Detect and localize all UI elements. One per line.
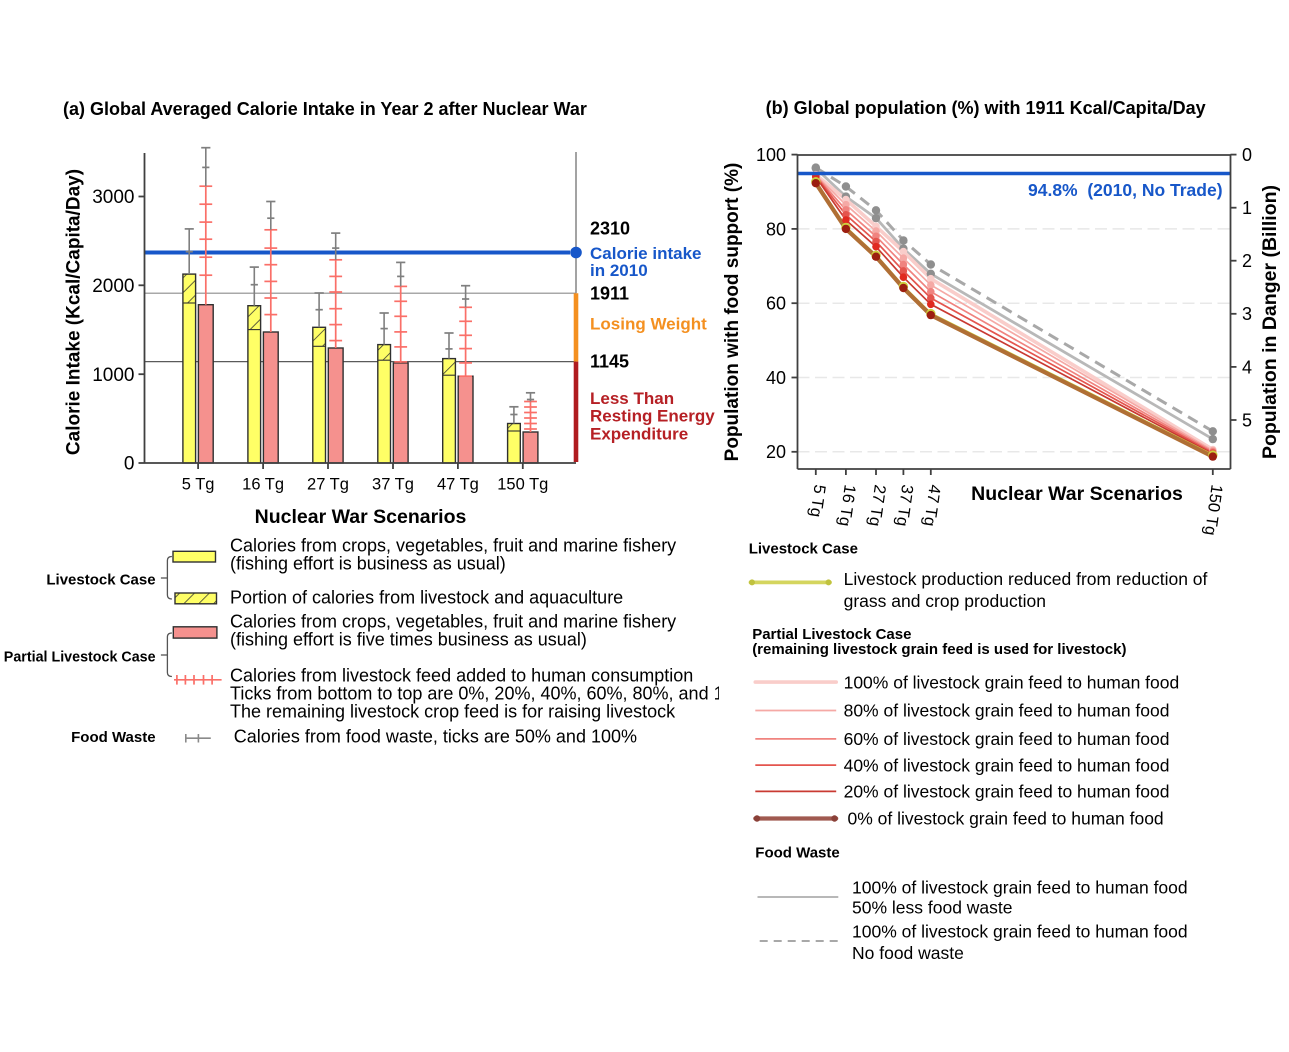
svg-text:(fishing effort is five times: (fishing effort is five times business a… — [230, 630, 587, 650]
svg-text:20% of livestock grain feed to: 20% of livestock grain feed to human foo… — [844, 782, 1170, 802]
svg-text:No food waste: No food waste — [852, 943, 964, 963]
svg-text:(b) Global population (%) with: (b) Global population (%) with 1911 Kcal… — [766, 98, 1206, 118]
svg-text:3: 3 — [1242, 304, 1252, 324]
svg-text:Calories from crops, vegetable: Calories from crops, vegetables, fruit a… — [230, 612, 676, 632]
svg-text:3000: 3000 — [92, 187, 134, 208]
svg-text:Calorie Intake (Kcal/Capita/Da: Calorie Intake (Kcal/Capita/Day) — [64, 169, 85, 455]
svg-text:40% of livestock grain feed to: 40% of livestock grain feed to human foo… — [844, 755, 1170, 775]
svg-text:Population in Danger (Billion): Population in Danger (Billion) — [1259, 185, 1281, 459]
svg-text:37 Tg: 37 Tg — [372, 476, 414, 494]
svg-text:2: 2 — [1242, 251, 1252, 271]
svg-text:Less Than: Less Than — [590, 389, 674, 408]
svg-text:100% of livestock grain feed t: 100% of livestock grain feed to human fo… — [852, 878, 1188, 898]
svg-text:80% of livestock grain feed to: 80% of livestock grain feed to human foo… — [844, 701, 1170, 721]
svg-text:47 Tg: 47 Tg — [437, 476, 479, 494]
svg-text:Nuclear War Scenarios: Nuclear War Scenarios — [971, 483, 1183, 505]
svg-text:20: 20 — [766, 442, 786, 462]
svg-text:0% of livestock grain feed to: 0% of livestock grain feed to human food — [848, 809, 1164, 829]
svg-text:0: 0 — [124, 454, 135, 475]
svg-text:16 Tg: 16 Tg — [242, 476, 284, 494]
svg-text:5 Tg: 5 Tg — [182, 476, 215, 494]
svg-text:in 2010: in 2010 — [590, 261, 648, 280]
svg-text:Expenditure: Expenditure — [590, 424, 688, 443]
svg-text:1: 1 — [1242, 198, 1252, 218]
svg-text:Partial Livestock Case: Partial Livestock Case — [4, 650, 156, 666]
svg-text:94.8% (2010, No Trade): 94.8% (2010, No Trade) — [1028, 180, 1223, 200]
svg-text:Livestock production reduced f: Livestock production reduced from reduct… — [844, 569, 1208, 589]
svg-text:Portion of calories from lives: Portion of calories from livestock and a… — [230, 588, 623, 608]
svg-text:The remaining livestock crop f: The remaining livestock crop feed is for… — [230, 702, 676, 722]
svg-text:1000: 1000 — [92, 365, 134, 386]
svg-text:Ticks from bottom to top are 0: Ticks from bottom to top are 0%, 20%, 40… — [230, 684, 765, 704]
svg-text:5 Tg: 5 Tg — [806, 483, 828, 518]
svg-text:Livestock Case: Livestock Case — [46, 572, 155, 589]
svg-text:(remaining livestock grain fee: (remaining livestock grain feed is used … — [752, 641, 1126, 658]
svg-text:(a) Global Averaged Calorie In: (a) Global Averaged Calorie Intake in Ye… — [63, 99, 587, 119]
svg-text:Calories from food waste, tick: Calories from food waste, ticks are 50% … — [234, 727, 637, 747]
svg-text:Nuclear War Scenarios: Nuclear War Scenarios — [255, 506, 467, 528]
svg-text:40: 40 — [766, 368, 786, 388]
svg-text:Calories from crops, vegetable: Calories from crops, vegetables, fruit a… — [230, 536, 676, 556]
svg-text:Calorie intake: Calorie intake — [590, 244, 702, 263]
svg-text:2310: 2310 — [590, 219, 630, 239]
svg-text:Food Waste: Food Waste — [755, 845, 839, 862]
svg-text:4: 4 — [1242, 357, 1252, 377]
svg-text:47 Tg: 47 Tg — [920, 483, 944, 527]
svg-text:1911: 1911 — [590, 284, 629, 304]
svg-text:(fishing effort is business as: (fishing effort is business as usual) — [230, 554, 506, 574]
svg-text:1145: 1145 — [590, 352, 629, 372]
svg-text:50% less food waste: 50% less food waste — [852, 897, 1013, 917]
svg-text:100% of livestock grain feed t: 100% of livestock grain feed to human fo… — [844, 672, 1180, 692]
svg-text:0: 0 — [1242, 145, 1252, 165]
svg-text:27 Tg: 27 Tg — [865, 483, 889, 527]
svg-text:150 Tg: 150 Tg — [497, 476, 548, 494]
svg-text:16 Tg: 16 Tg — [835, 483, 859, 527]
svg-text:2000: 2000 — [92, 276, 134, 297]
svg-text:60% of livestock grain feed to: 60% of livestock grain feed to human foo… — [844, 729, 1170, 749]
svg-text:grass and crop production: grass and crop production — [844, 591, 1046, 611]
svg-text:80: 80 — [766, 219, 786, 239]
svg-text:100: 100 — [756, 145, 786, 165]
svg-text:60: 60 — [766, 294, 786, 314]
svg-text:5: 5 — [1242, 410, 1252, 430]
svg-text:Food Waste: Food Waste — [71, 729, 155, 746]
svg-text:Livestock Case: Livestock Case — [749, 541, 858, 558]
svg-text:Calories from livestock feed a: Calories from livestock feed added to hu… — [230, 666, 693, 686]
svg-text:Partial Livestock Case: Partial Livestock Case — [752, 626, 911, 643]
svg-text:Resting Energy: Resting Energy — [590, 407, 715, 426]
svg-text:Losing Weight: Losing Weight — [590, 315, 707, 334]
svg-text:37 Tg: 37 Tg — [893, 483, 917, 527]
svg-text:27 Tg: 27 Tg — [307, 476, 349, 494]
svg-text:100% of livestock grain feed t: 100% of livestock grain feed to human fo… — [852, 921, 1188, 941]
svg-text:Population with food support (: Population with food support (%) — [722, 163, 743, 462]
